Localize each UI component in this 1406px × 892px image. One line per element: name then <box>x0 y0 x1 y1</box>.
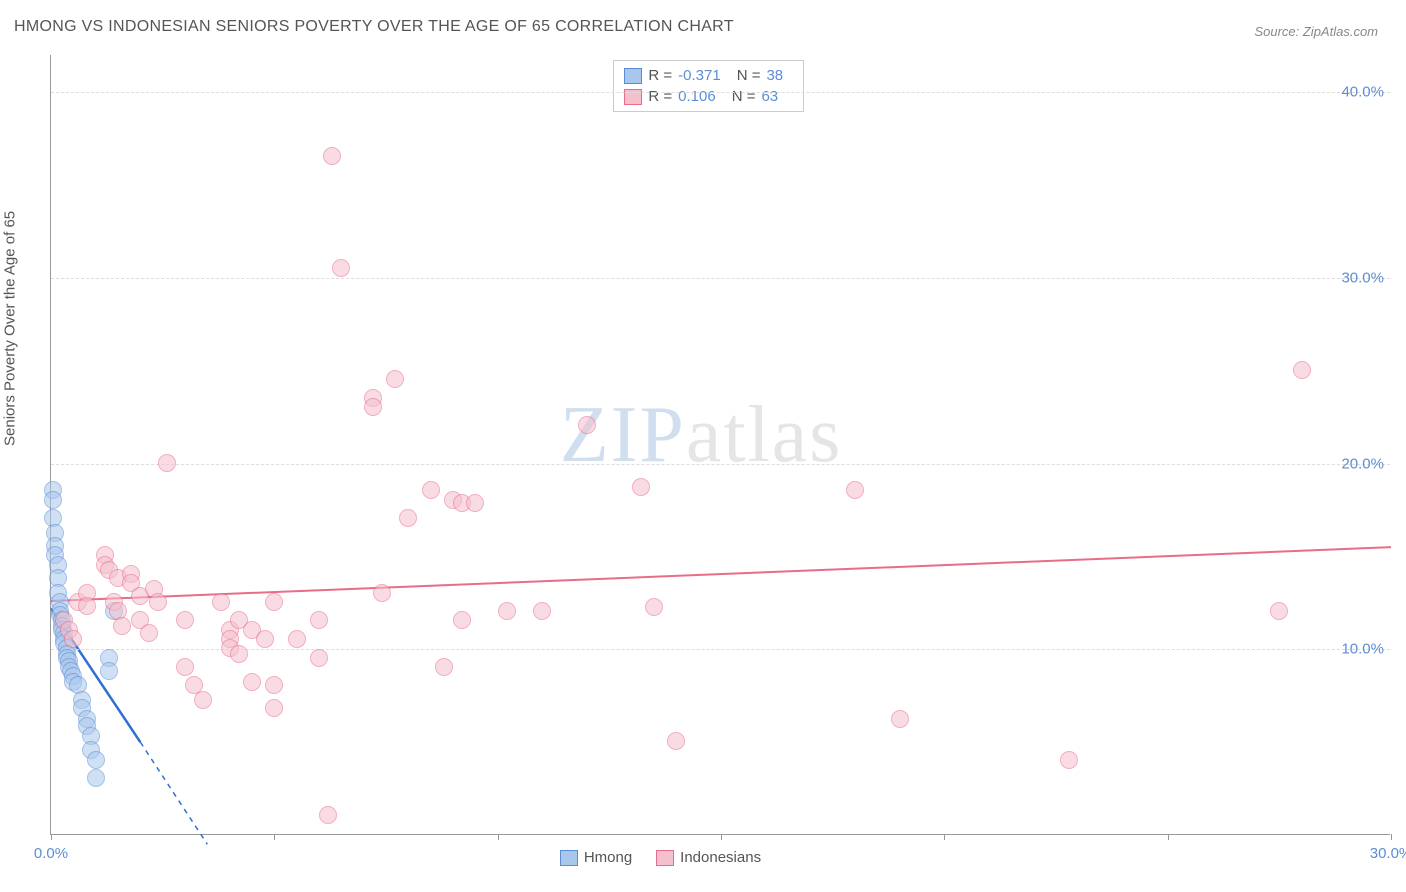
data-point <box>149 593 167 611</box>
x-tick-mark <box>498 834 499 840</box>
data-point <box>310 649 328 667</box>
legend-label: Indonesians <box>680 849 761 866</box>
legend-item: Hmong <box>560 849 632 866</box>
x-tick-mark <box>274 834 275 840</box>
legend-swatch <box>656 850 674 866</box>
data-point <box>533 602 551 620</box>
source-label: Source: ZipAtlas.com <box>1254 24 1378 39</box>
data-point <box>891 710 909 728</box>
data-point <box>256 630 274 648</box>
chart-svg <box>51 55 1390 834</box>
data-point <box>44 491 62 509</box>
data-point <box>632 478 650 496</box>
data-point <box>1270 602 1288 620</box>
legend-item: Indonesians <box>656 849 761 866</box>
data-point <box>332 259 350 277</box>
data-point <box>667 732 685 750</box>
gridline <box>51 278 1390 279</box>
data-point <box>364 398 382 416</box>
data-point <box>1293 361 1311 379</box>
data-point <box>265 699 283 717</box>
x-tick-mark <box>1168 834 1169 840</box>
x-tick-mark <box>944 834 945 840</box>
legend-swatch <box>560 850 578 866</box>
x-tick-label: 30.0% <box>1370 845 1406 862</box>
data-point <box>310 611 328 629</box>
data-point <box>435 658 453 676</box>
x-tick-mark <box>1391 834 1392 840</box>
data-point <box>386 370 404 388</box>
series-legend: Hmong Indonesians <box>560 849 761 866</box>
data-point <box>140 624 158 642</box>
data-point <box>645 598 663 616</box>
data-point <box>399 509 417 527</box>
data-point <box>194 691 212 709</box>
y-tick-label: 10.0% <box>1341 641 1392 658</box>
gridline <box>51 464 1390 465</box>
data-point <box>176 611 194 629</box>
y-tick-label: 40.0% <box>1341 84 1392 101</box>
data-point <box>319 806 337 824</box>
data-point <box>230 645 248 663</box>
data-point <box>78 597 96 615</box>
data-point <box>373 584 391 602</box>
x-tick-label: 0.0% <box>34 845 68 862</box>
x-tick-mark <box>721 834 722 840</box>
data-point <box>288 630 306 648</box>
data-point <box>243 673 261 691</box>
legend-label: Hmong <box>584 849 632 866</box>
data-point <box>453 611 471 629</box>
chart-area: R = -0.371 N = 38 R = 0.106 N = 63 ZIPat… <box>50 55 1390 835</box>
data-point <box>1060 751 1078 769</box>
data-point <box>265 593 283 611</box>
data-point <box>87 751 105 769</box>
x-tick-mark <box>51 834 52 840</box>
data-point <box>87 769 105 787</box>
data-point <box>846 481 864 499</box>
data-point <box>158 454 176 472</box>
gridline <box>51 92 1390 93</box>
gridline <box>51 649 1390 650</box>
data-point <box>113 617 131 635</box>
data-point <box>100 662 118 680</box>
data-point <box>323 147 341 165</box>
data-point <box>422 481 440 499</box>
y-axis-label: Seniors Poverty Over the Age of 65 <box>2 211 19 446</box>
data-point <box>176 658 194 676</box>
y-tick-label: 20.0% <box>1341 455 1392 472</box>
chart-title: HMONG VS INDONESIAN SENIORS POVERTY OVER… <box>14 18 734 36</box>
data-point <box>265 676 283 694</box>
data-point <box>578 416 596 434</box>
data-point <box>466 494 484 512</box>
y-tick-label: 30.0% <box>1341 269 1392 286</box>
data-point <box>64 630 82 648</box>
data-point <box>498 602 516 620</box>
data-point <box>212 593 230 611</box>
